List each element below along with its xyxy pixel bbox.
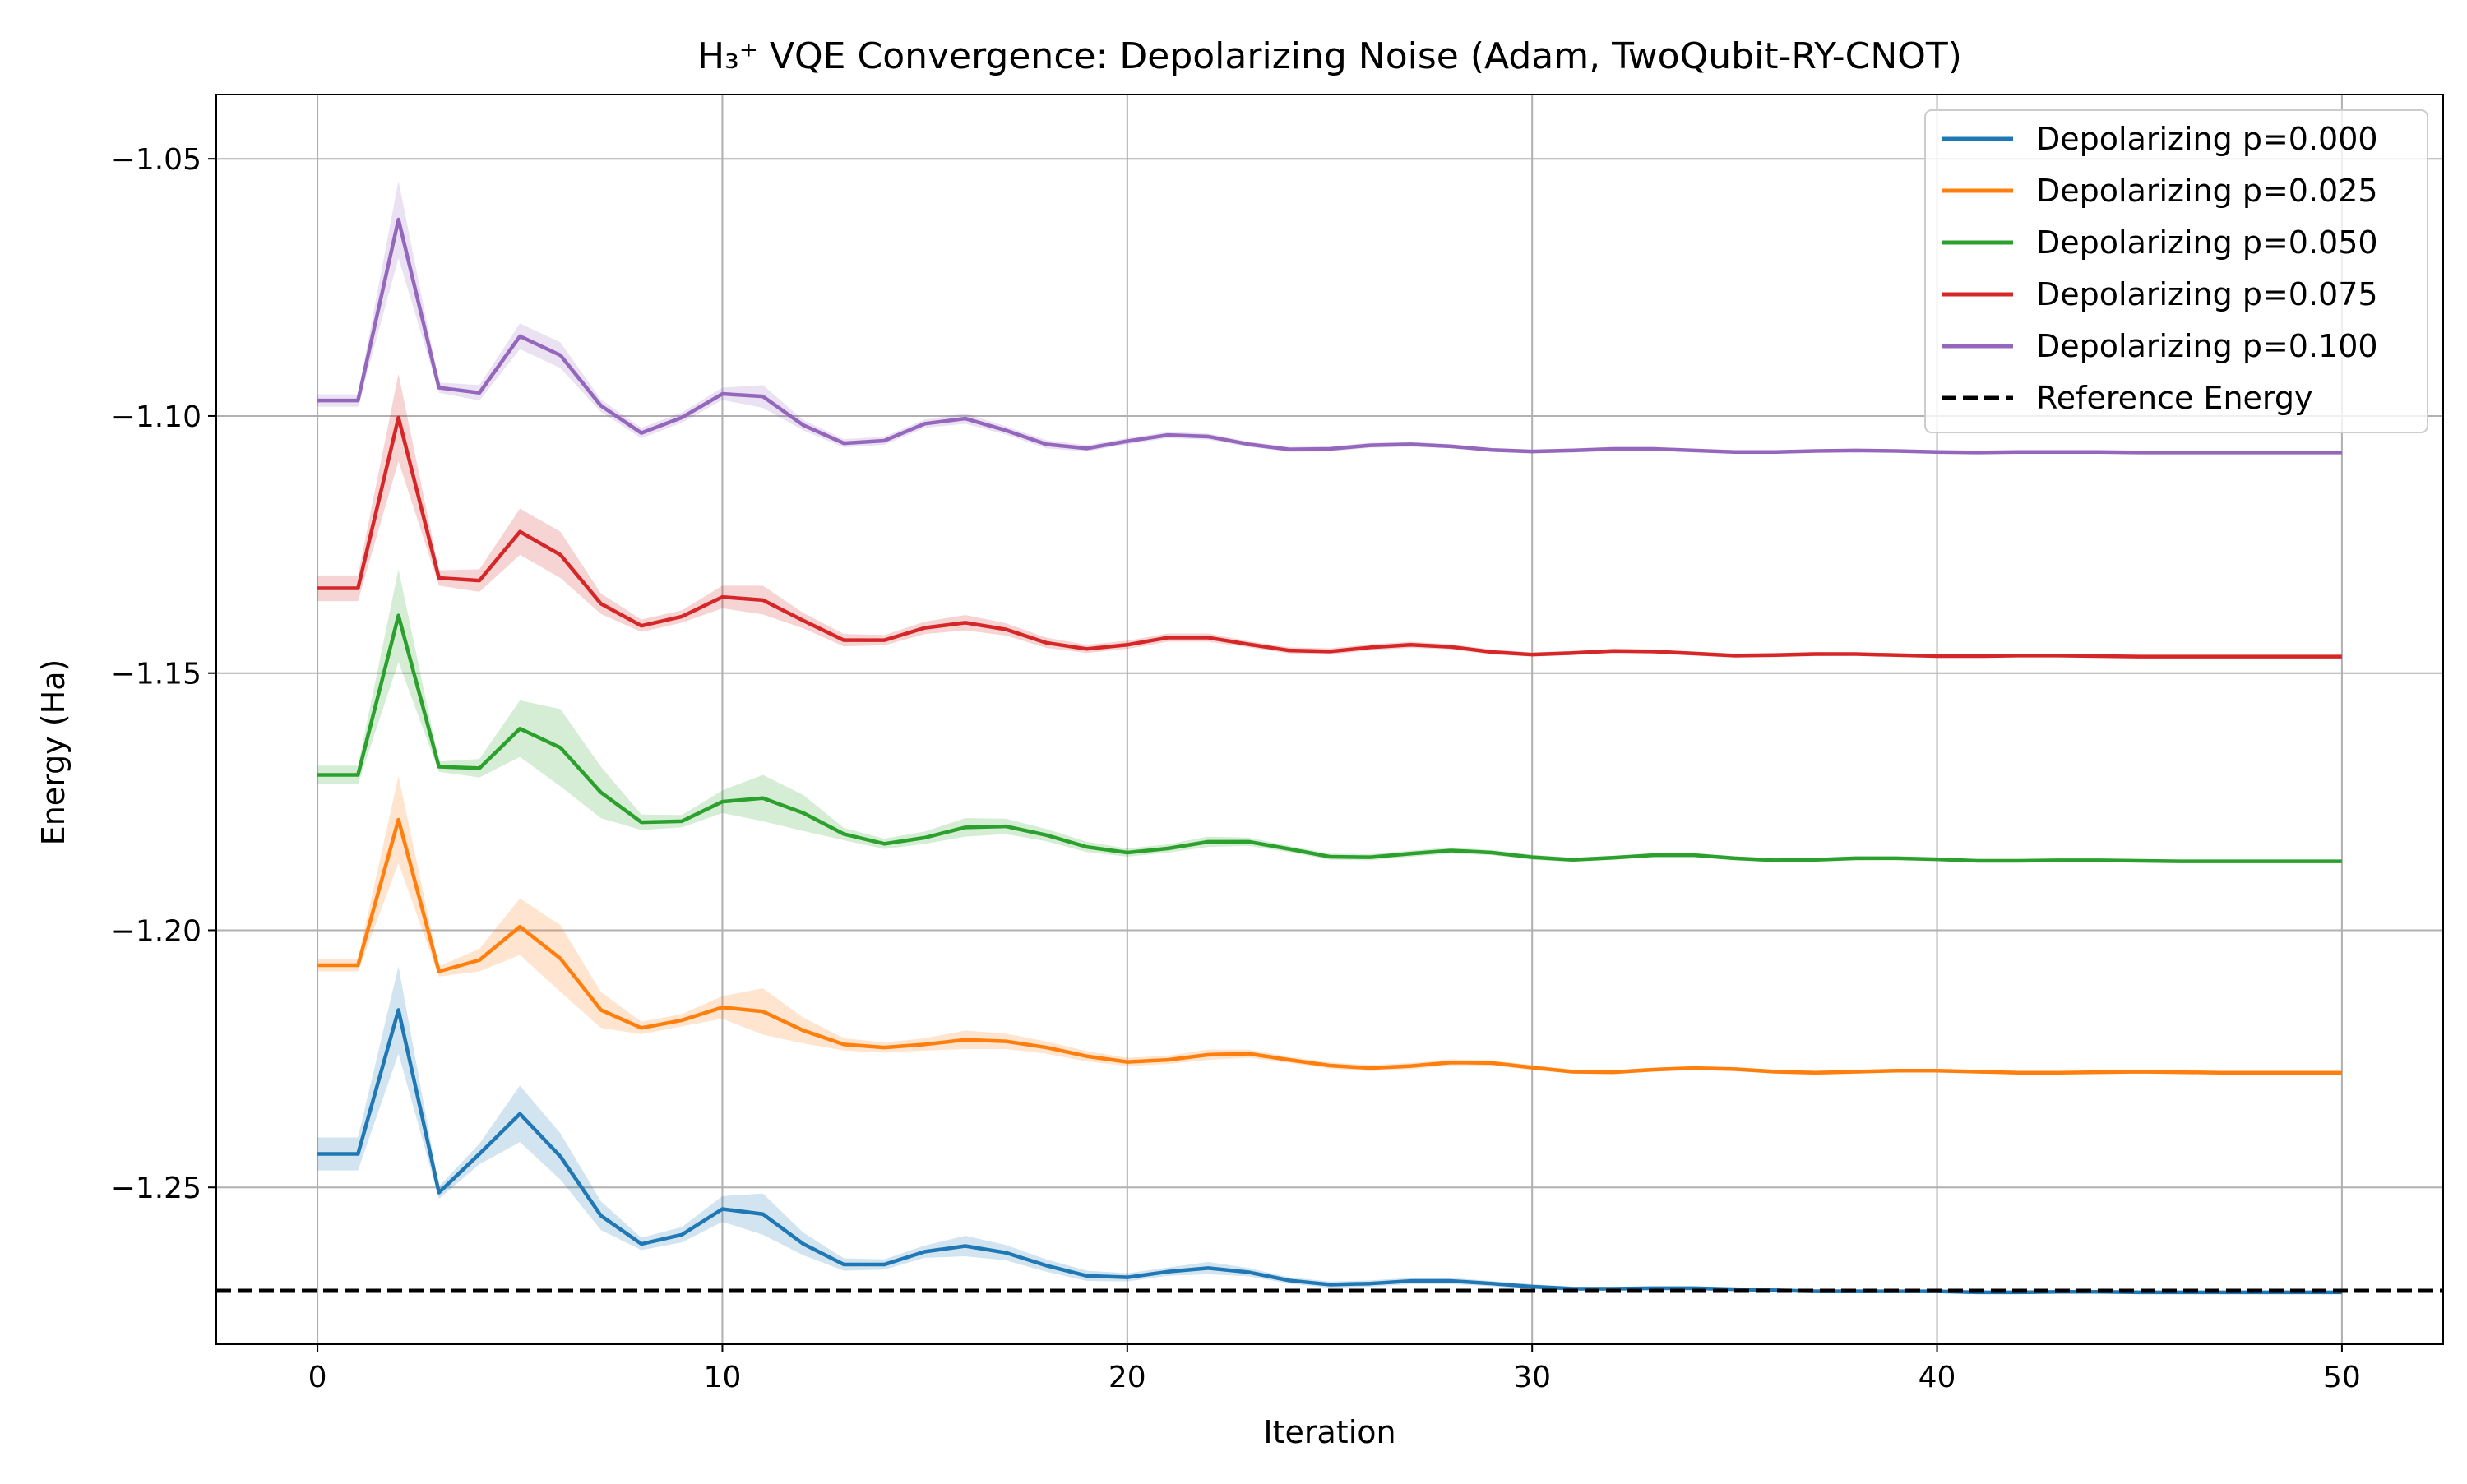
y-tick-label: −1.20 xyxy=(111,914,201,948)
x-axis-label: Iteration xyxy=(1263,1414,1395,1450)
axis-ticks: 0 10 20 30 40 50 −1.25 −1.20 −1.15 −1.10 −1.05 xyxy=(111,143,2361,1394)
y-tick-label: −1.15 xyxy=(111,658,201,691)
legend-label: Depolarizing p=0.100 xyxy=(2036,328,2378,364)
x-tick-label: 40 xyxy=(1919,1361,1956,1394)
legend-label: Depolarizing p=0.000 xyxy=(2036,121,2378,157)
legend: Depolarizing p=0.000 Depolarizing p=0.025… xyxy=(1924,109,2428,433)
x-tick-label: 0 xyxy=(308,1361,327,1394)
y-tick-label: −1.05 xyxy=(111,143,201,177)
x-tick-label: 30 xyxy=(1513,1361,1551,1394)
y-tick-label: −1.25 xyxy=(111,1172,201,1205)
plot-frame xyxy=(215,94,2444,1345)
series-line-2 xyxy=(317,613,2342,863)
legend-label: Reference Energy xyxy=(2036,380,2312,416)
series-line-1 xyxy=(317,817,2342,1075)
legend-label: Depolarizing p=0.075 xyxy=(2036,276,2378,312)
y-tick-label: −1.10 xyxy=(111,400,201,434)
legend-label: Depolarizing p=0.025 xyxy=(2036,173,2378,209)
x-tick-label: 20 xyxy=(1109,1361,1146,1394)
series-line-3 xyxy=(317,415,2342,659)
legend-label: Depolarizing p=0.050 xyxy=(2036,224,2378,261)
x-tick-label: 50 xyxy=(2323,1361,2361,1394)
chart-title: H₃⁺ VQE Convergence: Depolarizing Noise … xyxy=(697,35,1962,77)
legend-box xyxy=(1924,109,2428,433)
x-tick-label: 10 xyxy=(704,1361,742,1394)
series-line-4 xyxy=(317,217,2342,455)
y-axis-label: Energy (Ha) xyxy=(35,659,72,846)
